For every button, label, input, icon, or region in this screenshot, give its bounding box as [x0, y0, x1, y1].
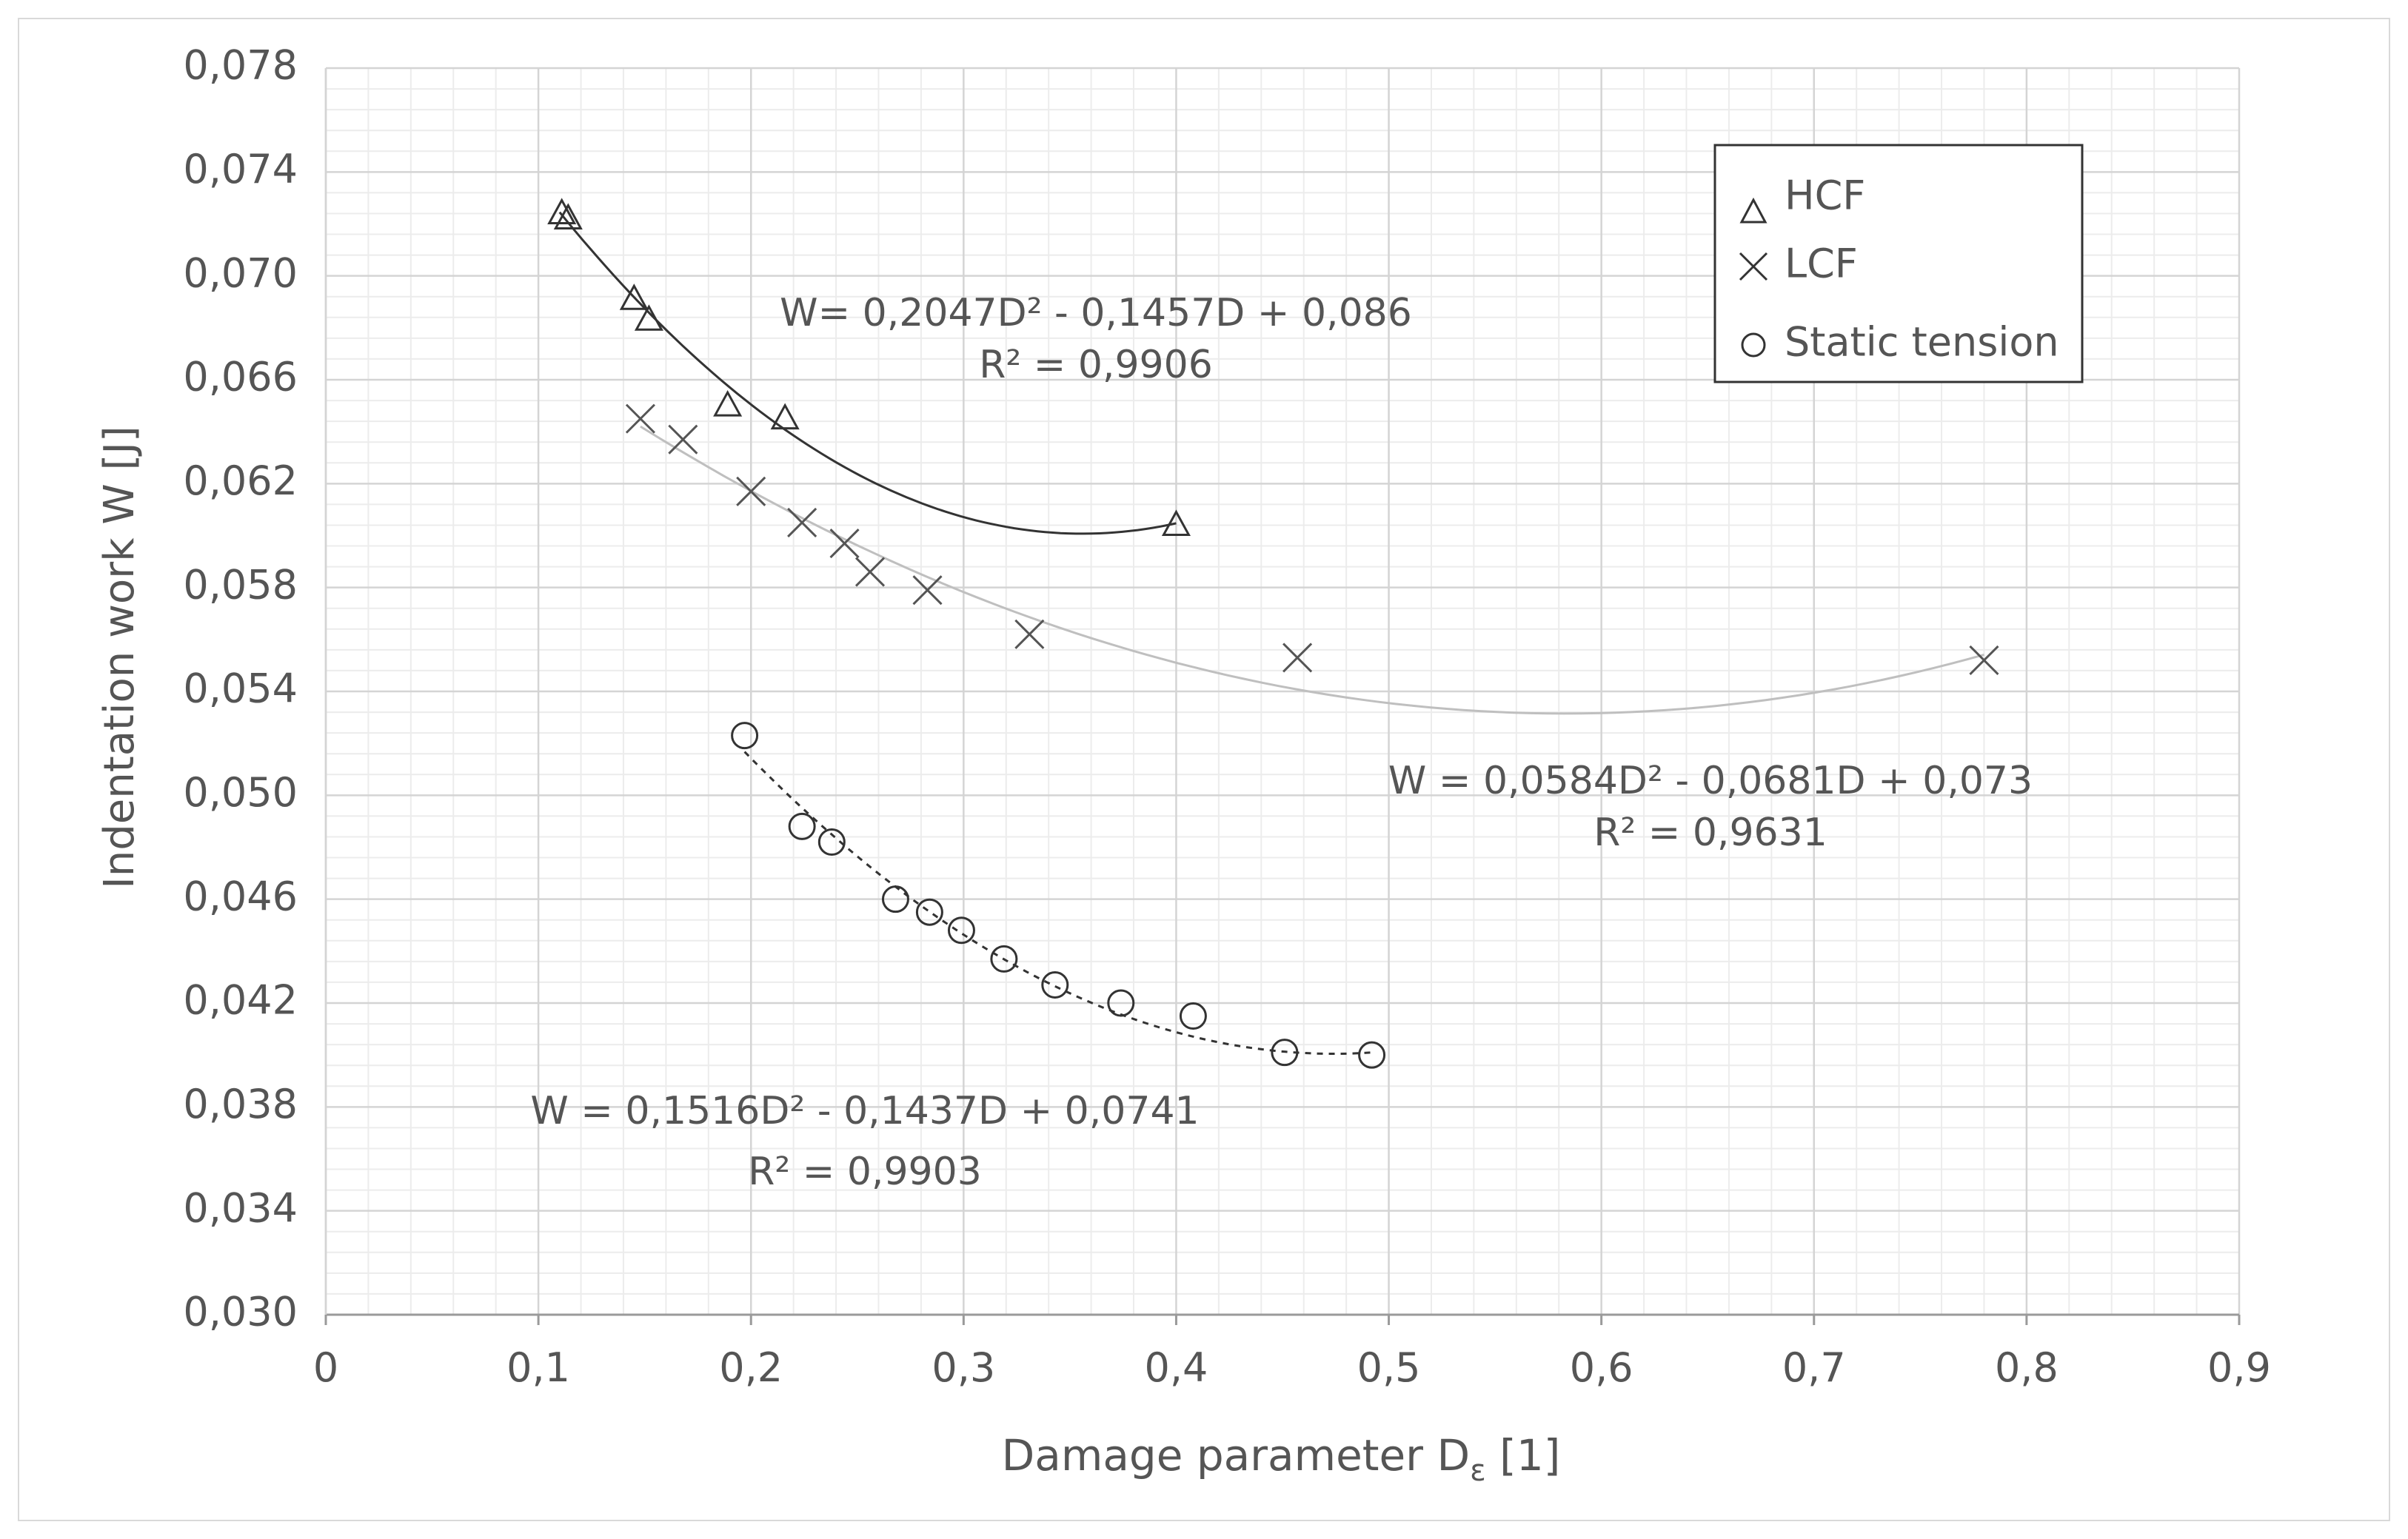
major-grid [324, 67, 2241, 1316]
y-tick-label: 0,074 [183, 146, 298, 192]
static-tension-point [1358, 1041, 1386, 1069]
y-tick-label: 0,062 [183, 457, 298, 504]
hcf-point [619, 284, 649, 310]
lcf-point [1014, 619, 1045, 649]
legend-label-lcf: LCF [1785, 241, 1858, 287]
static-tension-point [731, 722, 759, 750]
hcf-point [547, 198, 577, 224]
y-tick-label: 0,054 [183, 665, 298, 712]
x-tick-label: 0,7 [1782, 1344, 1846, 1391]
legend-label-static: Static tension [1785, 319, 2059, 366]
static-tension-point [990, 945, 1018, 973]
hcf-point [770, 403, 800, 430]
x-tick-label: 0,3 [932, 1344, 995, 1391]
x-axis-label-sub: ε [1470, 1454, 1486, 1488]
x-axis-label-main: Damage parameter D [1002, 1430, 1470, 1481]
lcf-point [1282, 643, 1313, 673]
lcf-point [668, 424, 698, 455]
lcf-point [625, 403, 655, 434]
lcf-equation: W = 0,0584D² - 0,0681D + 0,073 [1388, 759, 2033, 803]
y-tick-label: 0,042 [183, 977, 298, 1024]
lcf-point [787, 507, 817, 538]
y-tick-label: 0,038 [183, 1081, 298, 1127]
static-tension-point [817, 828, 846, 856]
legend-item-static: Static tension [1741, 319, 2059, 366]
hcf-point [634, 304, 663, 331]
hcf-r2: R² = 0,9906 [979, 343, 1213, 387]
x-tick-label: 0,9 [2207, 1344, 2271, 1391]
x-tick-label: 0,6 [1570, 1344, 1633, 1391]
trendlines [558, 211, 1984, 1055]
y-tick-label: 0,066 [183, 354, 298, 400]
x-axis-label-tail: [1] [1486, 1430, 1561, 1481]
static-r2: R² = 0,9903 [748, 1150, 982, 1194]
lcf-point [1969, 645, 1999, 675]
hcf-point [1161, 509, 1191, 536]
y-tick-label: 0,058 [183, 561, 298, 608]
legend-triangle-icon [1739, 197, 1767, 224]
data-markers [547, 198, 1999, 1069]
lcf-r2: R² = 0,9631 [1593, 811, 1827, 855]
legend-item-lcf: LCF [1739, 241, 1858, 287]
y-tick-label: 0,070 [183, 249, 298, 296]
static-tension-point [1271, 1039, 1299, 1067]
lcf-point [829, 528, 860, 559]
y-tick-label: 0,034 [183, 1184, 298, 1231]
x-axis-label: Damage parameter Dε [1] [1002, 1430, 1561, 1488]
static-tension-point [947, 916, 975, 945]
static-tension-point [1179, 1002, 1207, 1030]
y-tick-label: 0,078 [183, 42, 298, 89]
x-tick-label: 0,8 [1995, 1344, 2058, 1391]
legend-item-hcf: HCF [1739, 172, 1865, 224]
legend-x-icon [1739, 252, 1768, 281]
legend-box [1713, 144, 2084, 383]
legend-label-hcf: HCF [1785, 172, 1865, 219]
static-tension-point [881, 885, 909, 913]
hcf-point [553, 203, 583, 229]
y-axis-label: Indentation work W [J] [96, 426, 144, 889]
static-tension-point [788, 812, 816, 840]
x-tick-label: 0,2 [719, 1344, 783, 1391]
lcf-point [912, 575, 943, 606]
y-tick-label: 0,050 [183, 769, 298, 816]
hcf-point [713, 389, 743, 417]
trendline-lcf [640, 425, 1984, 715]
static-equation: W = 0,1516D² - 0,1437D + 0,0741 [530, 1089, 1199, 1133]
lcf-point [854, 557, 886, 587]
trendline-hcf [558, 211, 1177, 535]
x-tick-label: 0,1 [506, 1344, 570, 1391]
y-tick-label: 0,046 [183, 873, 298, 919]
legend: HCF LCF Static tension [1713, 144, 2084, 383]
trendline-static-tension [743, 751, 1372, 1055]
x-tick-label: 0 [313, 1344, 338, 1391]
hcf-equation: W= 0,2047D² - 0,1457D + 0,086 [780, 291, 1412, 335]
tick-labels: 0 0,1 0,2 0,3 0,4 0,5 0,6 0,7 0,8 0,9 0,030 0,034 0,… [183, 42, 2271, 1391]
static-tension-point [1107, 989, 1135, 1017]
y-tick-label: 0,030 [183, 1289, 298, 1335]
static-tension-point [1041, 970, 1069, 999]
x-tick-label: 0,5 [1357, 1344, 1421, 1391]
x-tick-label: 0,4 [1144, 1344, 1208, 1391]
static-tension-point [915, 898, 943, 926]
lcf-point [736, 476, 766, 506]
legend-circle-icon [1741, 332, 1766, 358]
axes [324, 68, 2241, 1325]
